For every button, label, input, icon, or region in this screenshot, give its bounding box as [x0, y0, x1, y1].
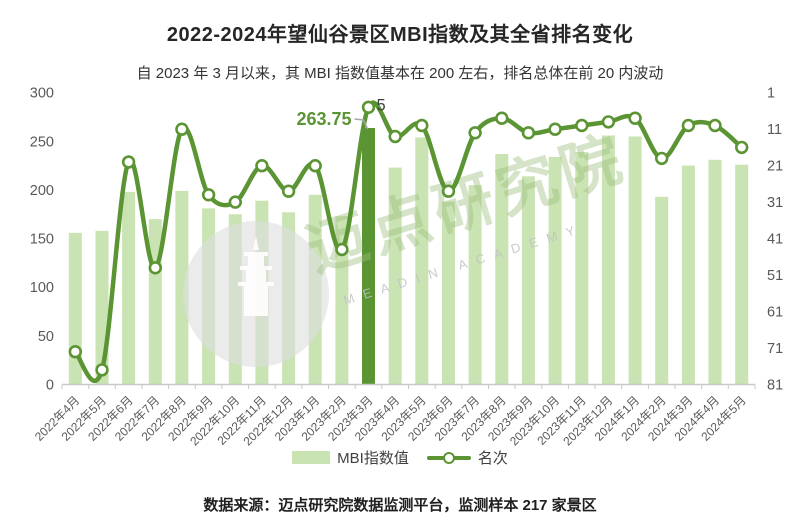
mbi-bar	[601, 135, 615, 385]
watermark-tower-icon	[238, 236, 274, 316]
legend-item-rank: 名次	[426, 447, 508, 468]
mbi-bar	[575, 152, 589, 385]
rank-marker	[201, 188, 216, 202]
mbi-bar	[468, 185, 482, 385]
rank-marker	[654, 151, 669, 166]
mbi-bar	[735, 164, 749, 385]
rank-marker	[361, 100, 376, 115]
rank-marker	[575, 118, 589, 133]
mbi-bar	[708, 159, 722, 385]
rank-marker	[734, 140, 749, 155]
left-axis-tick-label: 50	[38, 329, 54, 345]
mbi-bar	[628, 136, 642, 385]
highlight-bar	[362, 128, 375, 385]
rank-marker	[388, 129, 402, 144]
left-axis-tick-label: 150	[30, 232, 54, 248]
mbi-bar	[495, 154, 509, 385]
legend-item-mbi: MBI指数值	[292, 447, 409, 468]
annotation-callout-line	[354, 118, 369, 130]
right-axis-tick-label: 41	[767, 232, 783, 248]
chart-title: 2022-2024年望仙谷景区MBI指数及其全省排名变化	[166, 24, 634, 46]
rank-marker	[121, 155, 136, 169]
right-axis-tick-label: 1	[767, 86, 775, 102]
rank-marker	[708, 118, 722, 133]
right-axis-tick-label: 31	[767, 195, 783, 211]
rank-marker	[148, 261, 163, 275]
rank-marker	[468, 126, 482, 140]
mbi-bar	[388, 167, 402, 385]
rank-marker	[335, 242, 349, 257]
rank-marker	[548, 122, 562, 136]
mbi-bar	[548, 156, 562, 385]
rank-marker	[681, 118, 696, 133]
peak-rank-annotation: 5	[377, 96, 386, 114]
mbi-bar	[442, 201, 455, 385]
rank-marker	[601, 115, 616, 129]
rank-marker	[495, 111, 509, 125]
rank-marker	[255, 159, 269, 173]
right-axis-tick-label: 11	[767, 122, 782, 138]
legend-line-label: 名次	[477, 450, 508, 467]
right-axis-tick-label: 61	[767, 305, 783, 321]
right-axis-tick-label: 71	[767, 341, 783, 357]
right-axis-tick-label: 81	[767, 378, 783, 394]
left-axis-tick-label: 250	[30, 134, 54, 150]
legend-bar-label: MBI指数值	[337, 450, 409, 467]
rank-marker	[308, 159, 322, 173]
rank-marker	[68, 345, 83, 359]
left-axis-tick-label: 0	[46, 378, 54, 394]
rank-marker	[628, 111, 642, 125]
right-axis-tick-label: 51	[767, 268, 783, 284]
rank-marker	[228, 195, 243, 209]
mbi-bar	[415, 137, 429, 385]
mbi-bar	[175, 190, 189, 385]
rank-marker	[441, 184, 456, 198]
right-axis-tick-label: 21	[767, 159, 783, 175]
rank-marker	[281, 184, 296, 198]
rank-marker	[521, 126, 536, 140]
mbi-bar	[335, 216, 349, 385]
mbi-bar	[655, 196, 669, 385]
left-axis-tick-label: 200	[30, 183, 54, 199]
legend: MBI指数值 名次	[0, 447, 800, 468]
legend-bar-swatch-icon	[292, 451, 331, 464]
left-axis-tick-label: 300	[30, 86, 54, 102]
chart-subtitle: 自 2023 年 3 月以来，其 MBI 指数值基本在 200 左右，排名总体在…	[136, 65, 664, 82]
legend-line-marker-icon	[426, 451, 471, 464]
rank-marker	[175, 122, 189, 136]
peak-value-annotation: 263.75	[296, 109, 351, 129]
left-axis-tick-label: 100	[30, 280, 54, 296]
rank-marker	[95, 363, 109, 377]
mbi-bar	[122, 191, 136, 385]
rank-marker	[415, 118, 429, 133]
mbi-bar	[681, 165, 695, 385]
data-source-note: 数据来源：迈点研究院数据监测平台，监测样本 217 家景区	[203, 497, 597, 514]
mbi-bar	[521, 176, 535, 385]
